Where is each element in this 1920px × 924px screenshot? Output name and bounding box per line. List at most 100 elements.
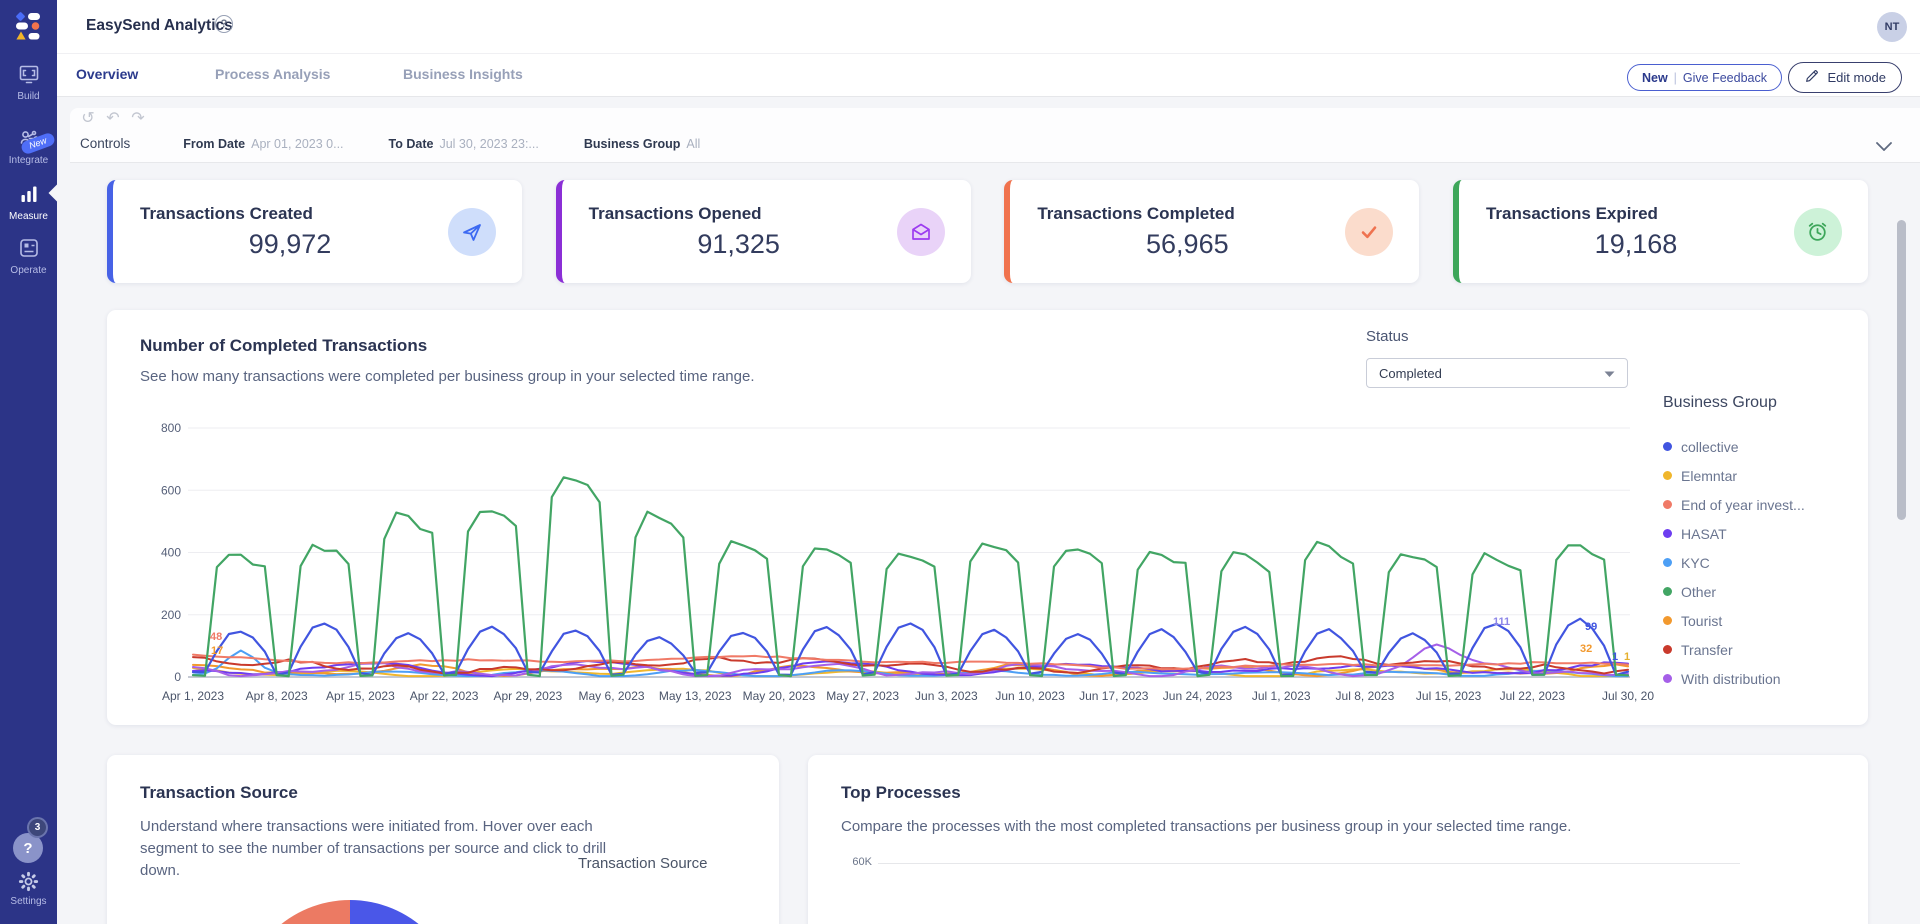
build-icon	[17, 65, 41, 89]
question-icon: ?	[23, 839, 33, 857]
tab-overview[interactable]: Overview	[76, 66, 139, 82]
page-title: EasySend Analytics	[86, 17, 233, 34]
bar-axis-tick: 60K	[852, 856, 872, 868]
kpi-title: Transactions Expired	[1485, 203, 1658, 223]
legend-label: KYC	[1681, 554, 1710, 571]
svg-text:1: 1	[1624, 651, 1630, 663]
new-label: New	[1641, 70, 1668, 85]
legend-item[interactable]: End of year invest...	[1663, 490, 1863, 519]
svg-text:Jul 8, 2023: Jul 8, 2023	[1336, 689, 1395, 703]
card-description: Compare the processes with the most comp…	[841, 818, 1572, 835]
sidebar-item-label: Build	[17, 91, 40, 102]
card-title: Top Processes	[841, 783, 961, 802]
collapse-chevron-icon[interactable]	[1876, 138, 1892, 156]
controls-label: Controls	[80, 136, 131, 151]
svg-text:600: 600	[161, 483, 181, 497]
sidebar-item-label: Measure	[9, 211, 48, 222]
chart-legend: Business Group collective Elemntar End of …	[1663, 394, 1863, 693]
status-value: Completed	[1379, 365, 1442, 381]
svg-text:Jun 3, 2023: Jun 3, 2023	[915, 689, 978, 703]
tab-process-analysis[interactable]: Process Analysis	[215, 66, 331, 82]
svg-text:Jul 22, 2023: Jul 22, 2023	[1500, 689, 1566, 703]
legend-dot	[1663, 442, 1672, 451]
legend-label: End of year invest...	[1681, 496, 1805, 513]
legend-item[interactable]: KYC	[1663, 548, 1863, 577]
legend-item[interactable]: HASAT	[1663, 519, 1863, 548]
legend-item[interactable]: Elemntar	[1663, 461, 1863, 490]
svg-text:May 20, 2023: May 20, 2023	[743, 689, 816, 703]
svg-text:May 6, 2023: May 6, 2023	[579, 689, 645, 703]
help-button[interactable]: ?	[13, 833, 43, 863]
feedback-label: Give Feedback	[1682, 70, 1767, 85]
give-feedback-button[interactable]: New | Give Feedback	[1626, 64, 1782, 91]
sidebar-item-label: Settings	[10, 896, 47, 907]
legend-label: With distribution	[1681, 670, 1781, 687]
line-chart: 0 200 400 600 800 Apr 1, 2023 Apr 8, 2023 Apr 1…	[161, 421, 1654, 703]
legend-dot	[1663, 500, 1672, 509]
svg-text:400: 400	[161, 546, 181, 560]
sidebar-item-build[interactable]: Build	[0, 62, 57, 102]
sidebar-item-operate[interactable]: Operate	[0, 236, 57, 276]
from-date-field[interactable]: From Date Apr 01, 2023 0...	[183, 136, 344, 151]
controls-row: Controls From Date Apr 01, 2023 0... To …	[80, 136, 1910, 151]
check-icon	[1345, 207, 1394, 256]
kpi-transactions-expired: Transactions Expired 19,168	[1452, 180, 1868, 283]
undo-icon[interactable]: ↶	[106, 108, 120, 127]
legend-label: HASAT	[1681, 525, 1727, 542]
kpi-transactions-opened: Transactions Opened 91,325	[555, 180, 971, 283]
svg-text:Apr 1, 2023: Apr 1, 2023	[162, 689, 224, 703]
alarm-clock-icon	[1793, 207, 1842, 256]
kpi-value: 99,972	[248, 228, 332, 259]
legend-item[interactable]: Transfer	[1663, 635, 1863, 664]
kpi-transactions-created: Transactions Created 99,972	[107, 180, 522, 283]
legend-dot	[1663, 558, 1672, 567]
legend-item[interactable]: collective	[1663, 432, 1863, 461]
svg-text:Apr 15, 2023: Apr 15, 2023	[326, 689, 395, 703]
gear-icon	[17, 871, 40, 896]
legend-dot	[1663, 674, 1672, 683]
svg-text:Jun 10, 2023: Jun 10, 2023	[995, 689, 1065, 703]
svg-text:32: 32	[1580, 643, 1592, 655]
send-icon	[448, 207, 496, 256]
history-toolbar: ↺ ↶ ↷	[80, 108, 146, 127]
kpi-transactions-completed: Transactions Completed 56,965	[1004, 180, 1420, 283]
top-header: EasySend Analytics ? NT	[57, 0, 1920, 54]
redo-icon[interactable]: ↷	[131, 108, 145, 127]
top-processes-card: Top Processes Compare the processes with…	[808, 755, 1868, 924]
sidebar-item-settings[interactable]: Settings	[0, 870, 57, 907]
legend-dot	[1663, 645, 1672, 654]
scrollbar-thumb[interactable]	[1897, 220, 1906, 520]
legend-dot	[1663, 616, 1672, 625]
transaction-source-card: Transaction Source Understand where tran…	[107, 755, 779, 924]
legend-label: collective	[1681, 438, 1739, 455]
avatar[interactable]: NT	[1877, 12, 1907, 42]
to-date-field[interactable]: To Date Jul 30, 2023 23:...	[388, 136, 539, 151]
status-select[interactable]: Completed	[1366, 358, 1628, 388]
svg-text:Apr 29, 2023: Apr 29, 2023	[493, 689, 562, 703]
chart-title: Number of Completed Transactions	[140, 336, 428, 355]
bar-gridline	[878, 863, 1740, 864]
svg-text:May 27, 2023: May 27, 2023	[826, 689, 899, 703]
legend-item[interactable]: With distribution	[1663, 664, 1863, 693]
reset-icon[interactable]: ↺	[81, 108, 95, 127]
svg-text:Jun 17, 2023: Jun 17, 2023	[1079, 689, 1149, 703]
kpi-title: Transactions Opened	[588, 203, 762, 223]
pie-legend-title: Transaction Source	[578, 855, 708, 872]
easysend-logo[interactable]	[13, 10, 44, 46]
edit-mode-button[interactable]: Edit mode	[1788, 62, 1902, 93]
legend-dot	[1663, 529, 1672, 538]
kpi-value: 91,325	[697, 228, 780, 259]
card-description: Understand where transactions were initi…	[140, 818, 607, 879]
help-icon[interactable]: ?	[215, 15, 233, 33]
transaction-source-pie[interactable]	[240, 900, 460, 924]
sidebar-item-measure[interactable]: Measure	[0, 182, 57, 222]
business-group-field[interactable]: Business Group All	[583, 136, 701, 151]
svg-text:200: 200	[161, 608, 181, 622]
card-title: Transaction Source	[140, 783, 298, 802]
legend-item[interactable]: Tourist	[1663, 606, 1863, 635]
legend-items: collective Elemntar End of year invest... H…	[1663, 432, 1863, 693]
svg-text:48: 48	[210, 631, 222, 643]
legend-item[interactable]: Other	[1663, 577, 1863, 606]
tab-business-insights[interactable]: Business Insights	[403, 66, 523, 82]
pencil-icon	[1804, 68, 1820, 87]
